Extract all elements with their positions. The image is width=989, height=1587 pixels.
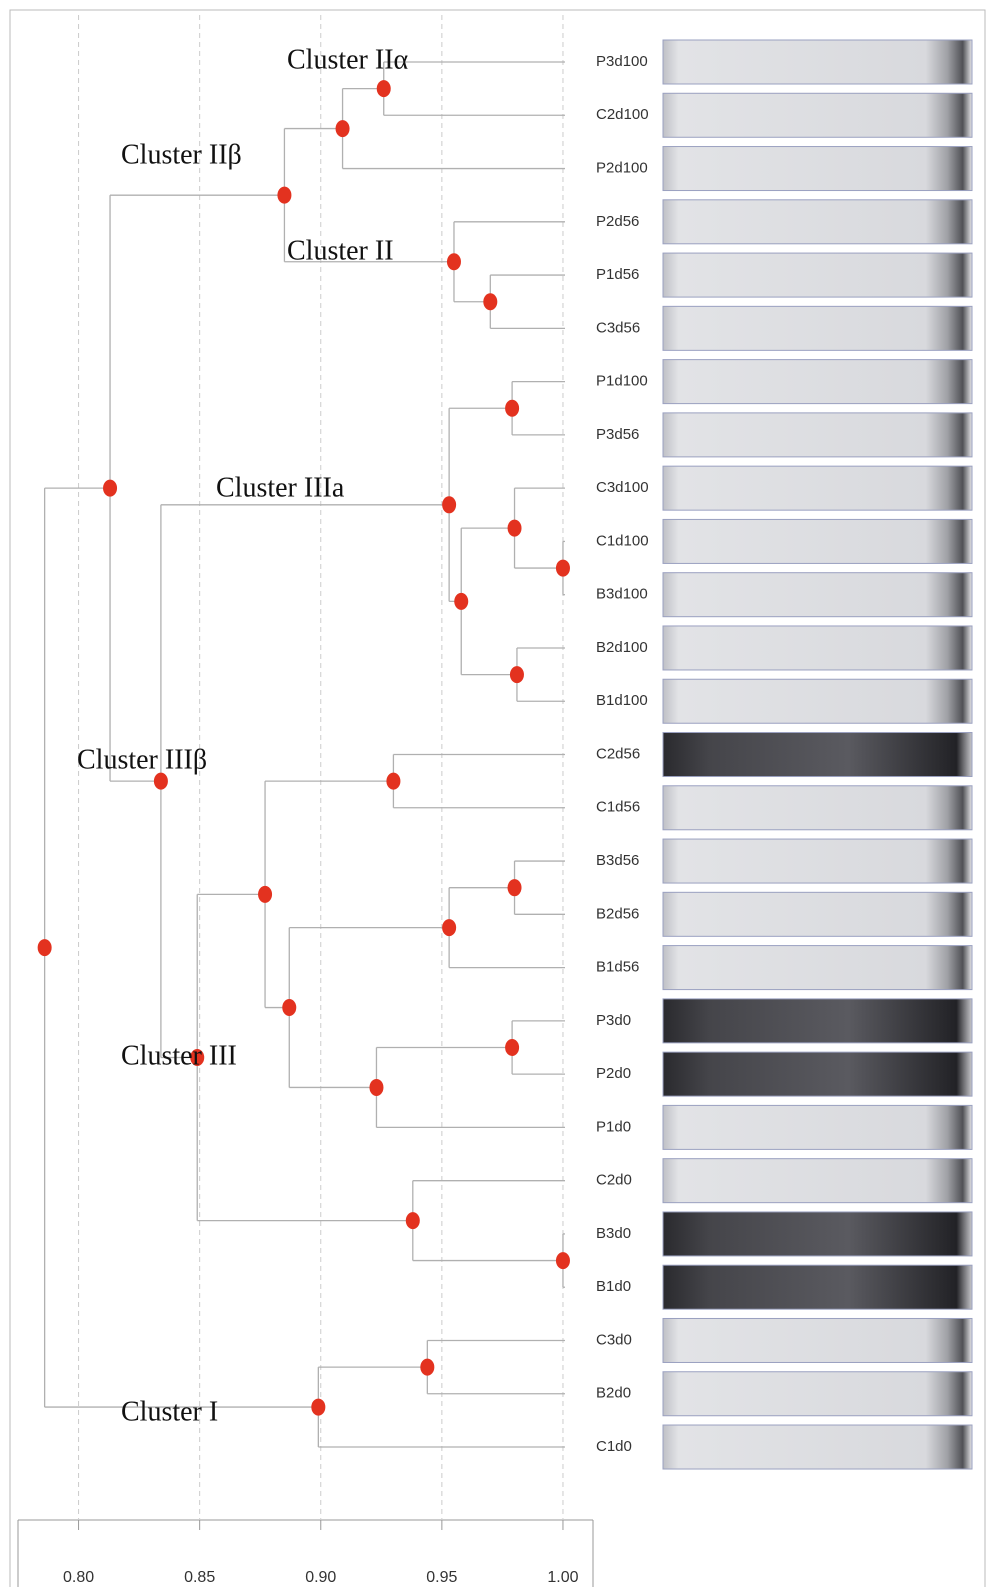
gel-lane	[663, 999, 972, 1043]
gel-lane	[663, 519, 972, 563]
x-tick-label: 0.80	[63, 1569, 94, 1586]
node-dot	[311, 1399, 325, 1416]
gel-lane	[663, 1159, 972, 1203]
node-dot	[556, 1252, 570, 1269]
gel-lane	[663, 466, 972, 510]
gel-lane	[663, 253, 972, 297]
gel-lane	[663, 40, 972, 84]
node-dot	[38, 939, 52, 956]
node-dot	[406, 1212, 420, 1229]
leaf-label: P3d0	[596, 1012, 631, 1029]
node-dot	[508, 879, 522, 896]
gel-lane	[663, 1425, 972, 1469]
gel-lane	[663, 413, 972, 457]
gel-lane	[663, 93, 972, 137]
gel-lane	[663, 306, 972, 350]
node-dot	[258, 886, 272, 903]
cluster-label: Cluster II	[287, 235, 394, 266]
leaf-label: P1d56	[596, 266, 639, 283]
leaf-label: B3d56	[596, 852, 639, 869]
gel-lane	[663, 147, 972, 191]
node-dot	[369, 1079, 383, 1096]
gel-lane	[663, 946, 972, 990]
leaf-label: P3d100	[596, 53, 648, 70]
cluster-label: Cluster IIα	[287, 44, 409, 75]
leaf-label: P1d0	[596, 1118, 631, 1135]
node-dot	[336, 120, 350, 137]
node-dot	[483, 293, 497, 310]
cluster-label: Cluster IIIβ	[77, 744, 207, 775]
gel-lane	[663, 733, 972, 777]
gel-lane	[663, 1052, 972, 1096]
cluster-label: Cluster III	[121, 1040, 237, 1071]
leaf-label: C3d0	[596, 1331, 632, 1348]
leaf-label: C1d56	[596, 799, 640, 816]
leaf-label: C3d100	[596, 479, 649, 496]
node-dot	[277, 187, 291, 204]
leaf-label: P1d100	[596, 373, 648, 390]
leaf-label: B2d100	[596, 639, 648, 656]
chart: 0.80 0.85 0.90 0.95 1.00 P3d100 C2d100 P2d100 P2…	[0, 0, 989, 1587]
gel-lane	[663, 573, 972, 617]
leaf-label: P3d56	[596, 426, 639, 443]
leaf-label: C3d56	[596, 319, 640, 336]
gel-lane	[663, 1105, 972, 1149]
node-dot	[505, 400, 519, 417]
node-dot	[454, 593, 468, 610]
gel-lane	[663, 1318, 972, 1362]
leaf-label: B2d0	[596, 1385, 631, 1402]
node-dot	[556, 560, 570, 577]
gel-lane	[663, 360, 972, 404]
leaf-label: C1d0	[596, 1438, 632, 1455]
leaf-label: P2d0	[596, 1065, 631, 1082]
leaf-label: P2d100	[596, 160, 648, 177]
gel-lane	[663, 679, 972, 723]
gel-lane	[663, 1212, 972, 1256]
leaf-label: P2d56	[596, 213, 639, 230]
node-dot	[447, 253, 461, 270]
cluster-label: Cluster IIIa	[216, 472, 345, 503]
node-dot	[510, 666, 524, 683]
x-tick-label: 1.00	[547, 1569, 578, 1586]
x-tick-label: 0.85	[184, 1569, 215, 1586]
node-dot	[377, 80, 391, 97]
leaf-label: C2d0	[596, 1172, 632, 1189]
cluster-label: Cluster I	[121, 1396, 218, 1427]
node-dot	[386, 773, 400, 790]
node-dot	[282, 999, 296, 1016]
gel-lane	[663, 1265, 972, 1309]
leaf-label: B1d100	[596, 692, 648, 709]
leaf-label: C2d100	[596, 106, 649, 123]
x-tick-label: 0.95	[426, 1569, 457, 1586]
node-dot	[442, 496, 456, 513]
gel-lane	[663, 786, 972, 830]
leaf-label: B3d100	[596, 586, 648, 603]
leaf-label: B2d56	[596, 905, 639, 922]
gel-lane	[663, 839, 972, 883]
node-dot	[442, 919, 456, 936]
gel-lane	[663, 200, 972, 244]
node-dot	[420, 1359, 434, 1376]
leaf-label: C2d56	[596, 745, 640, 762]
node-dot	[508, 520, 522, 537]
node-dot	[505, 1039, 519, 1056]
x-tick-label: 0.90	[305, 1569, 336, 1586]
gel-lane	[663, 626, 972, 670]
leaf-label: C1d100	[596, 532, 649, 549]
leaf-label: B1d0	[596, 1278, 631, 1295]
leaf-label: B3d0	[596, 1225, 631, 1242]
node-dot	[103, 480, 117, 497]
leaf-label: B1d56	[596, 959, 639, 976]
gel-lane	[663, 1372, 972, 1416]
cluster-label: Cluster IIβ	[121, 139, 242, 170]
gel-lane	[663, 892, 972, 936]
